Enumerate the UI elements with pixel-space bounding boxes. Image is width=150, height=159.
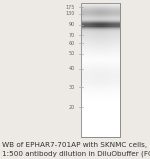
Text: 20: 20 <box>69 105 75 110</box>
Text: 70: 70 <box>69 33 75 38</box>
Text: WB of EPHAR7-701AP with SKNMC cells,: WB of EPHAR7-701AP with SKNMC cells, <box>2 142 147 148</box>
Bar <box>81 3 120 137</box>
Text: 90: 90 <box>69 22 75 27</box>
Text: 130: 130 <box>66 11 75 16</box>
Text: 30: 30 <box>69 85 75 90</box>
Text: 40: 40 <box>69 66 75 71</box>
Text: 1:500 antibody dilution in DiluObuffer (FGI-1963).: 1:500 antibody dilution in DiluObuffer (… <box>2 151 150 157</box>
Text: 175: 175 <box>66 5 75 10</box>
Bar <box>81 3 120 137</box>
Text: 60: 60 <box>69 41 75 46</box>
Text: 50: 50 <box>69 51 75 56</box>
